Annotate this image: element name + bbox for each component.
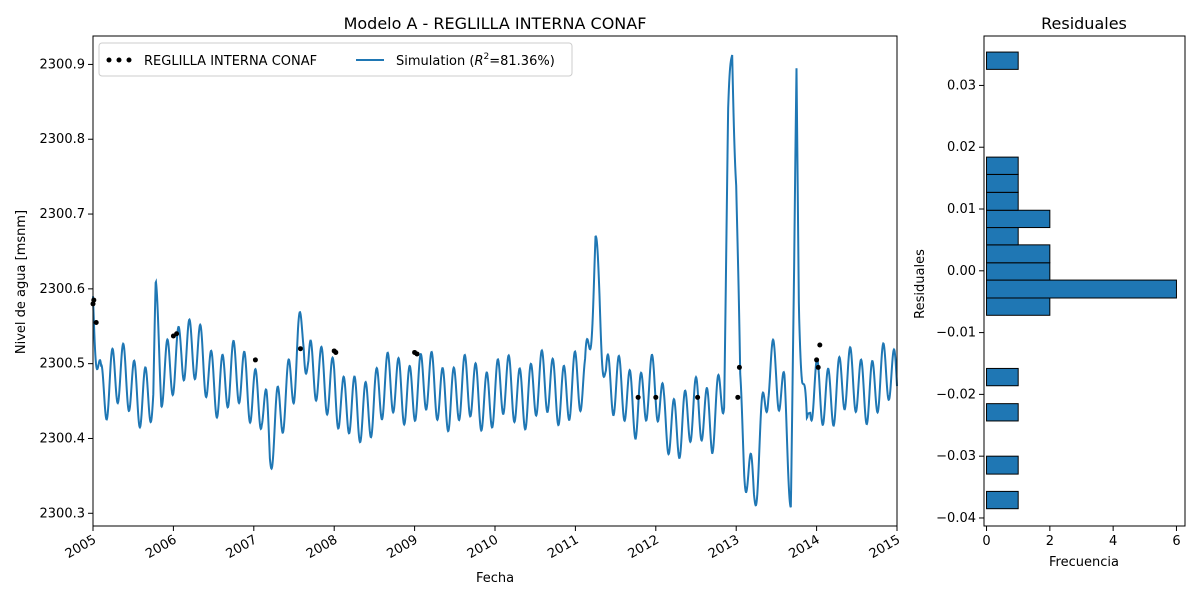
legend-observed-label: REGLILLA INTERNA CONAF bbox=[144, 54, 317, 69]
legend-observed-dot bbox=[126, 57, 132, 63]
legend-simulation-label: Simulation (R2=81.36%) bbox=[396, 52, 555, 69]
main-y-tick-label: 2300.5 bbox=[40, 357, 86, 372]
histogram-bars bbox=[986, 51, 1177, 510]
observed-point bbox=[174, 331, 180, 337]
legend: REGLILLA INTERNA CONAF Simulation (R2=81… bbox=[98, 42, 573, 77]
observed-point bbox=[736, 364, 742, 370]
observed-point bbox=[817, 342, 823, 348]
histogram-y-tick-label: 0.01 bbox=[947, 202, 976, 217]
histogram-x-tick-label: 2 bbox=[1046, 534, 1054, 549]
main-x-tick-label: 2007 bbox=[224, 532, 260, 562]
histogram-x-tick-label: 4 bbox=[1109, 534, 1117, 549]
observed-point bbox=[695, 394, 701, 400]
main-chart-title: Modelo A - REGLILLA INTERNA CONAF bbox=[344, 14, 647, 33]
main-y-tick-label: 2300.7 bbox=[40, 207, 86, 222]
simulation-series bbox=[92, 54, 898, 508]
main-x-tick-label: 2013 bbox=[706, 532, 742, 562]
main-x-tick-label: 2006 bbox=[143, 532, 179, 562]
histogram-bar bbox=[986, 51, 1019, 70]
histogram-bar bbox=[986, 173, 1019, 193]
observed-point bbox=[653, 394, 659, 400]
simulation-line bbox=[92, 54, 898, 508]
legend-observed-dot bbox=[106, 57, 112, 63]
histogram-bar bbox=[986, 455, 1019, 475]
main-y-tick-label: 2300.8 bbox=[40, 132, 86, 147]
main-y-tick-label: 2300.4 bbox=[40, 431, 86, 446]
histogram-plot-area bbox=[983, 35, 1186, 527]
main-y-tick-label: 2300.3 bbox=[40, 506, 86, 521]
observed-point bbox=[735, 394, 741, 400]
observed-point bbox=[252, 357, 258, 363]
main-plot-background bbox=[93, 36, 897, 526]
histogram-y-tick-label: −0.03 bbox=[936, 449, 976, 464]
observed-point bbox=[91, 297, 97, 303]
main-y-axis-label: Nivel de agua [msnm] bbox=[14, 210, 29, 354]
main-plot-area bbox=[90, 35, 898, 527]
histogram-plot-frame bbox=[983, 35, 1186, 527]
main-x-tick-label: 2010 bbox=[465, 532, 501, 562]
main-x-tick-label: 2011 bbox=[545, 532, 581, 562]
histogram-y-axis: 0.03 0.02 0.01 0.00 −0.01 −0.02 −0.03 −0.04 bbox=[936, 78, 984, 526]
histogram-bar bbox=[986, 297, 1051, 316]
observed-point bbox=[635, 394, 641, 400]
histogram-y-tick-label: −0.04 bbox=[936, 511, 976, 526]
legend-box bbox=[98, 42, 573, 77]
observed-point bbox=[814, 357, 820, 363]
observed-point bbox=[93, 320, 99, 326]
histogram-bar bbox=[986, 490, 1019, 510]
main-y-tick-label: 2300.6 bbox=[40, 282, 86, 297]
main-x-axis: 2005 2006 2007 2008 2009 2010 2011 2012 2013 2014… bbox=[63, 526, 903, 562]
observed-point bbox=[333, 349, 339, 355]
legend-observed-dot bbox=[116, 57, 122, 63]
histogram-bar bbox=[986, 244, 1051, 264]
histogram-x-axis: 0 2 4 6 bbox=[982, 526, 1181, 549]
histogram-y-axis-label: Residuales bbox=[913, 249, 928, 319]
histogram-y-tick-label: 0.00 bbox=[947, 264, 976, 279]
histogram-y-tick-label: 0.02 bbox=[947, 140, 976, 155]
observed-point bbox=[815, 364, 821, 370]
histogram-title: Residuales bbox=[1041, 14, 1127, 33]
main-y-tick-label: 2300.9 bbox=[40, 57, 86, 72]
main-x-tick-label: 2012 bbox=[626, 532, 662, 562]
main-x-axis-label: Fecha bbox=[476, 571, 514, 586]
histogram-x-tick-label: 0 bbox=[982, 534, 990, 549]
histogram-bar bbox=[986, 209, 1051, 229]
histogram-bar bbox=[986, 191, 1019, 211]
observed-series bbox=[90, 297, 823, 400]
histogram-y-tick-label: −0.01 bbox=[936, 326, 976, 341]
main-y-axis: 2300.3 2300.4 2300.5 2300.6 2300.7 2300.8 2300… bbox=[40, 57, 93, 521]
main-x-tick-label: 2015 bbox=[867, 532, 903, 562]
histogram-y-tick-label: −0.02 bbox=[936, 387, 976, 402]
histogram-bar bbox=[986, 279, 1177, 299]
histogram-y-tick-label: 0.03 bbox=[947, 78, 976, 93]
main-x-tick-label: 2005 bbox=[63, 532, 99, 562]
observed-point bbox=[414, 351, 420, 357]
histogram-x-tick-label: 6 bbox=[1172, 534, 1180, 549]
histogram-bar bbox=[986, 156, 1019, 175]
histogram-bar bbox=[986, 403, 1019, 422]
main-x-tick-label: 2008 bbox=[304, 532, 340, 562]
histogram-bar bbox=[986, 227, 1019, 246]
main-x-tick-label: 2014 bbox=[786, 532, 822, 562]
main-x-tick-label: 2009 bbox=[384, 532, 420, 562]
legend-observed-marker bbox=[106, 57, 132, 63]
histogram-x-axis-label: Frecuencia bbox=[1049, 555, 1119, 570]
observed-point bbox=[297, 346, 303, 352]
histogram-bar bbox=[986, 367, 1019, 387]
histogram-bar bbox=[986, 262, 1051, 281]
